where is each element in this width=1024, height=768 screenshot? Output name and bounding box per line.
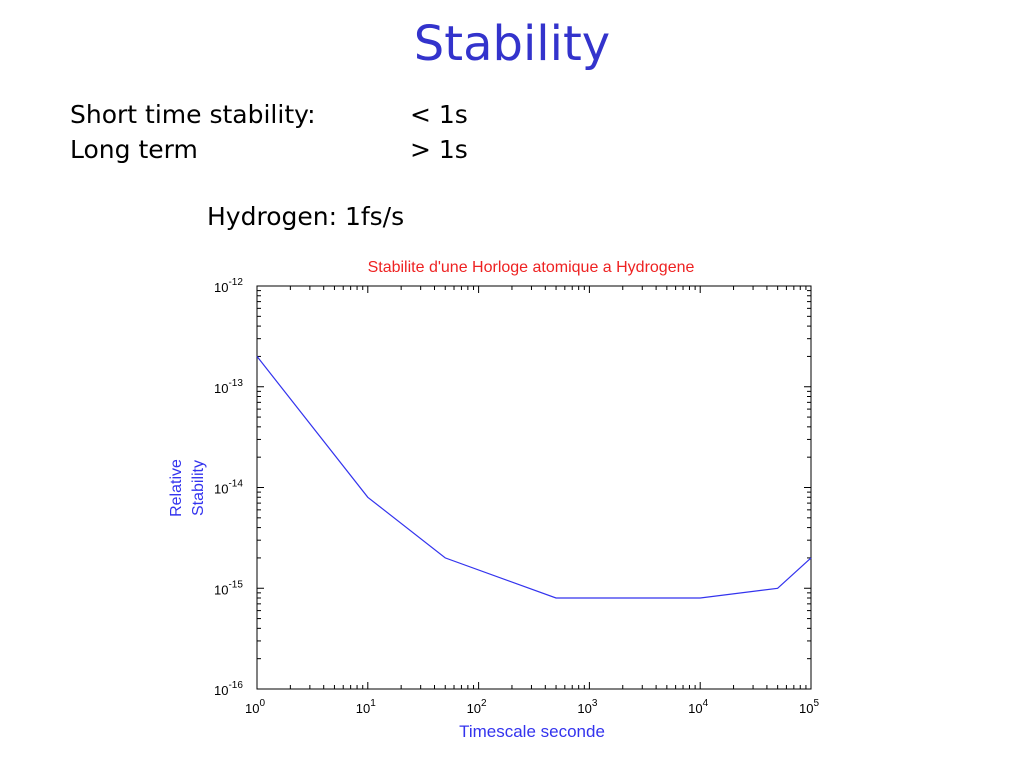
slide-title: Stability [413, 16, 611, 72]
chart-title: Stabilite d'une Horloge atomique a Hydro… [368, 259, 695, 276]
x-tick-label: 103 [577, 698, 597, 716]
x-tick-label: 100 [245, 698, 265, 716]
row-label: Long term [70, 135, 198, 164]
x-tick-label: 104 [688, 698, 708, 716]
x-axis-label: Timescale seconde [459, 722, 605, 741]
y-axis-label-line: Stability [190, 460, 207, 516]
y-tick-label: 10-16 [214, 680, 243, 698]
x-tick-label: 102 [467, 698, 487, 716]
y-axis-label: Relative Stability [168, 459, 207, 517]
x-tick-label: 101 [356, 698, 376, 716]
hydrogen-note: Hydrogen: 1fs/s [207, 202, 405, 231]
y-axis-label-line: Relative [168, 459, 185, 517]
y-tick-label: 10-13 [214, 378, 243, 396]
y-tick-label: 10-15 [214, 579, 243, 597]
y-tick-label: 10-14 [214, 479, 243, 497]
row-value: > 1s [410, 135, 468, 164]
x-tick-label: 105 [799, 698, 819, 716]
row-value: < 1s [410, 100, 468, 129]
y-tick-label: 10-12 [214, 277, 243, 295]
plot-frame [256, 285, 812, 690]
series-line [256, 356, 812, 599]
row-label: Short time stability: [70, 100, 316, 129]
